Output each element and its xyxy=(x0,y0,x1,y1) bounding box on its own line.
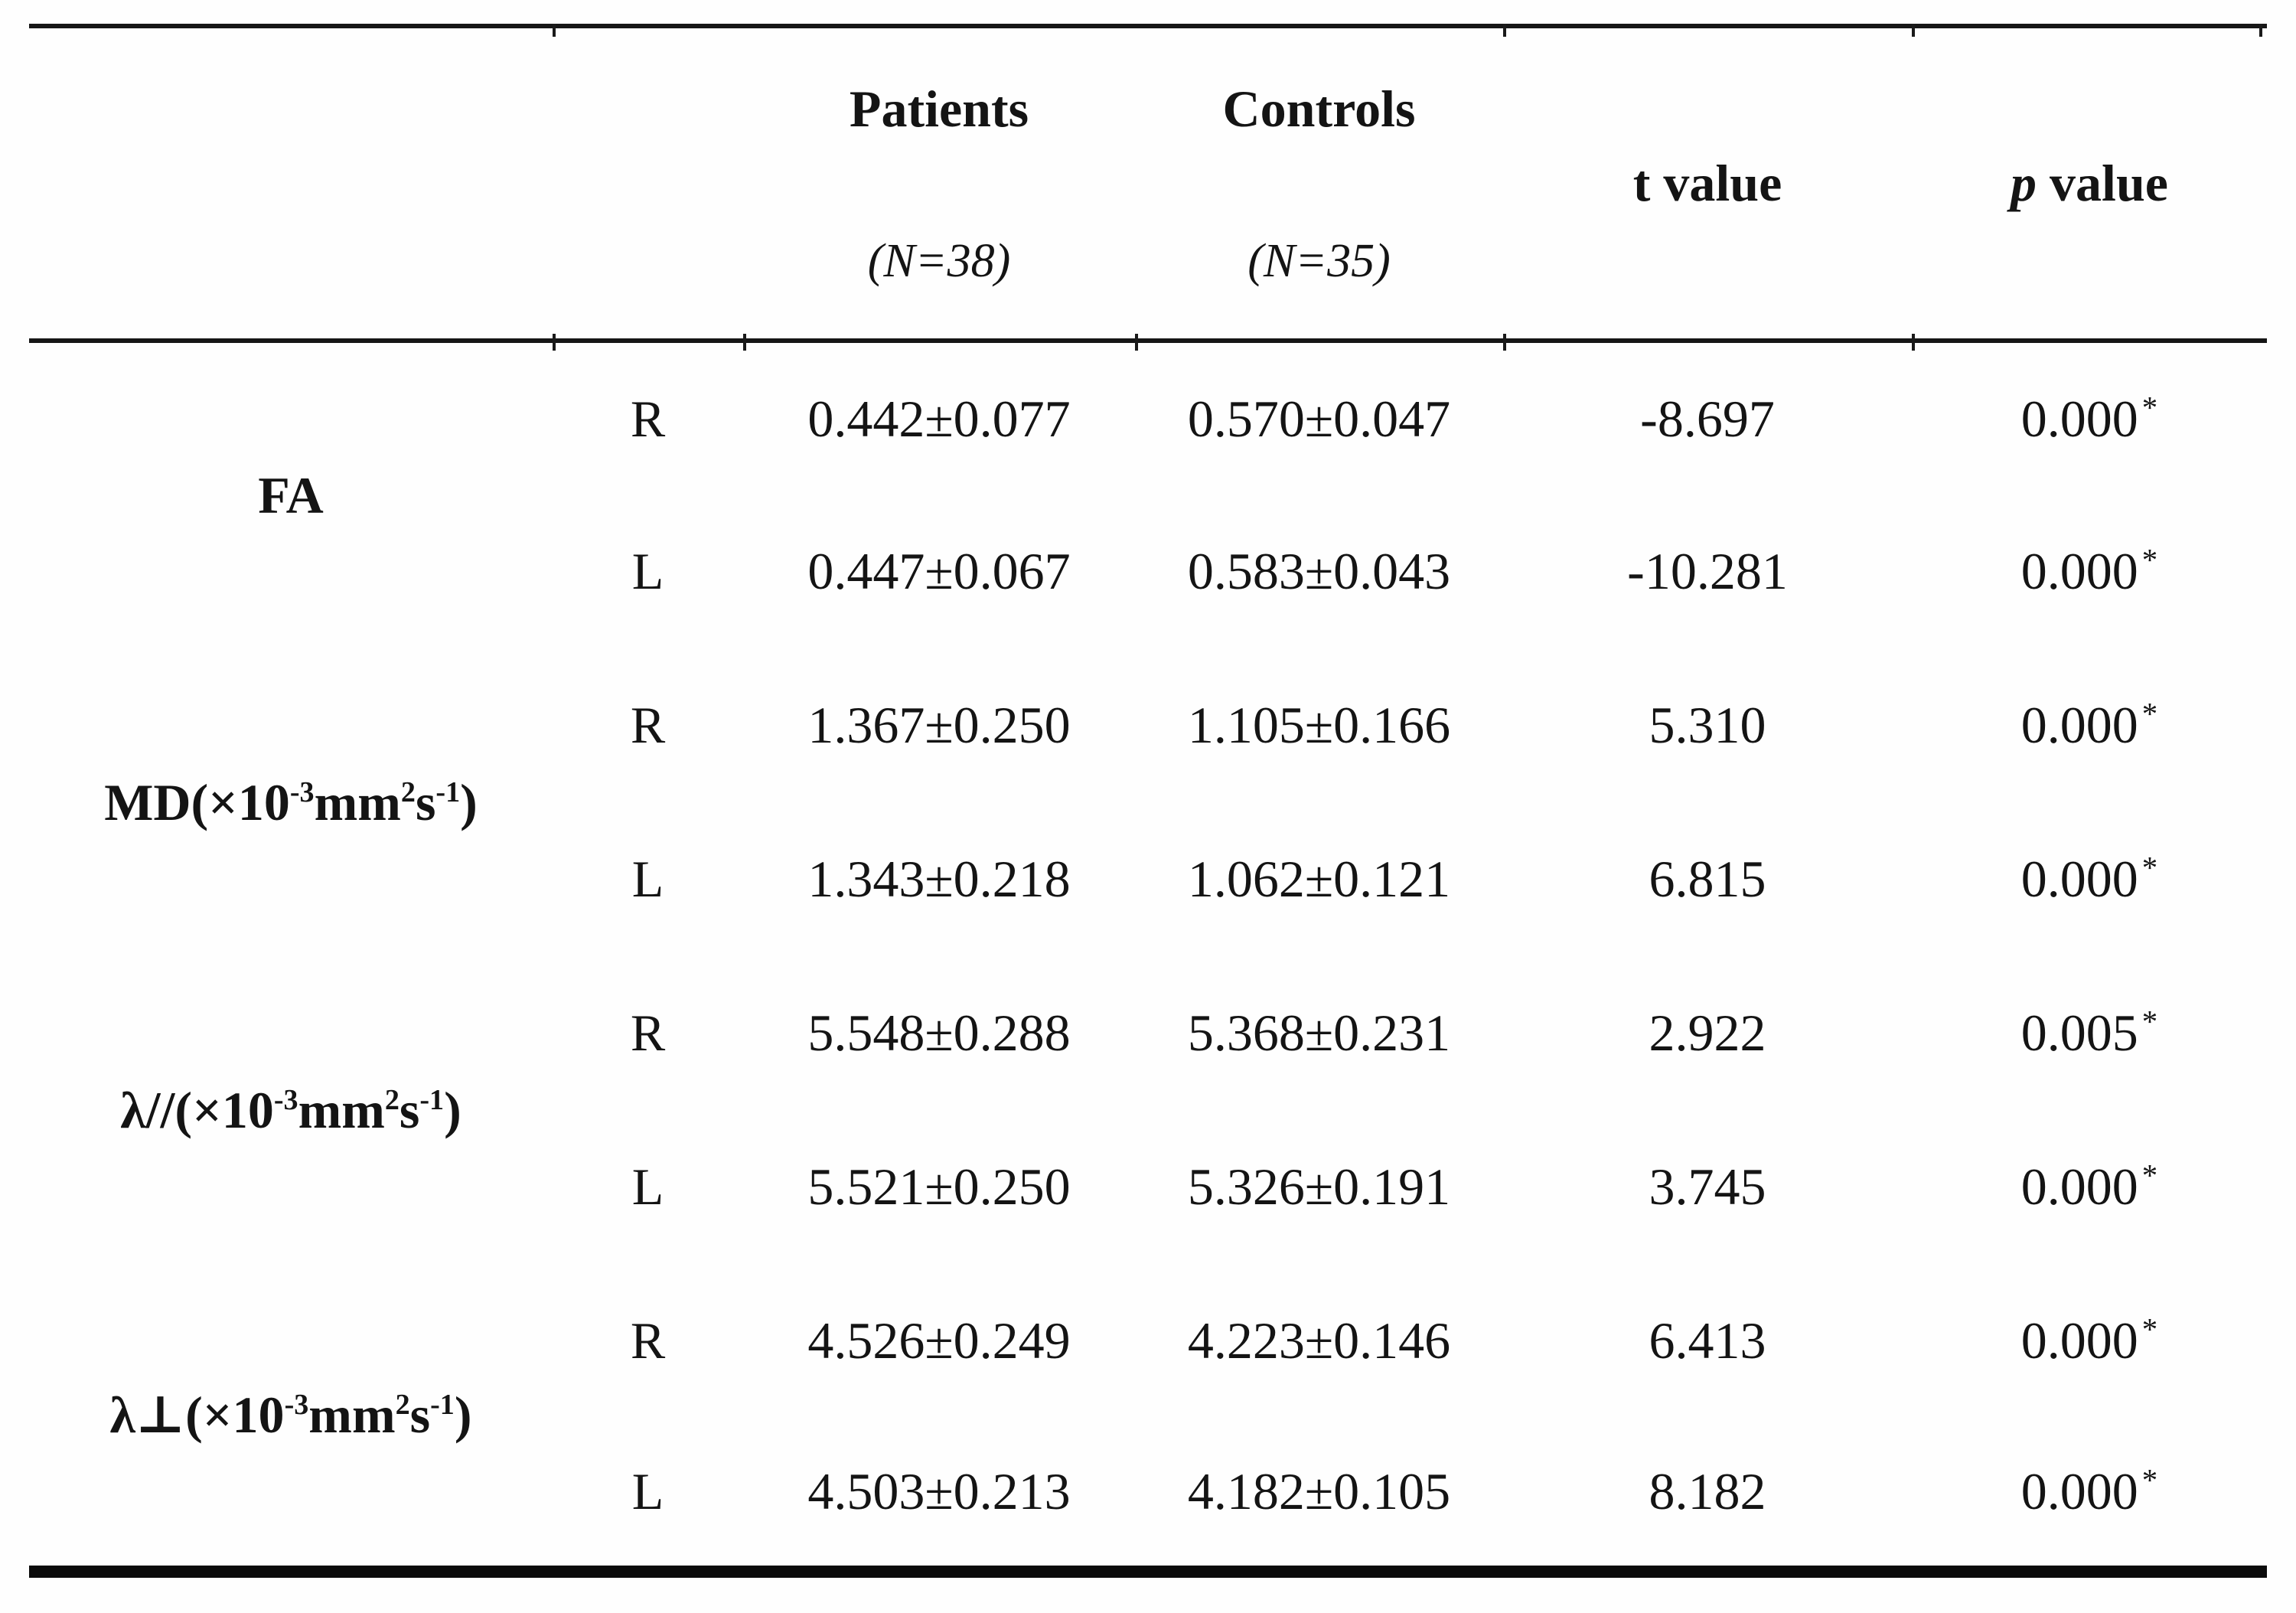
side-cell: R xyxy=(630,1311,666,1370)
p-cell: 0.000 * xyxy=(2020,1311,2158,1370)
metric-cell-md: MD(×10-3mm2s-1) xyxy=(104,772,478,831)
column-tick xyxy=(1503,334,1506,351)
significance-star: * xyxy=(2141,1463,2158,1498)
side-cell: R xyxy=(630,696,666,754)
column-tick xyxy=(553,334,556,351)
t-cell: 3.745 xyxy=(1649,1158,1766,1216)
t-cell: 6.815 xyxy=(1649,850,1766,908)
significance-star: * xyxy=(2141,697,2158,732)
table-row-fa-r: FA R 0.442±0.077 0.570±0.047 -8.697 0.00… xyxy=(29,341,2267,525)
table-header: Patients (N=38) Controls (N=35) t value … xyxy=(29,26,2267,343)
patients-title: Patients xyxy=(849,79,1029,138)
patients-cell: 0.442±0.077 xyxy=(807,389,1071,448)
header-p-value: p value xyxy=(1912,26,2267,343)
t-cell: 6.413 xyxy=(1649,1311,1766,1370)
patients-cell: 5.521±0.250 xyxy=(807,1158,1071,1216)
p-cell: 0.000 * xyxy=(2020,542,2158,600)
controls-cell: 4.182±0.105 xyxy=(1187,1462,1451,1520)
controls-cell: 4.223±0.146 xyxy=(1187,1311,1451,1370)
patients-cell: 1.343±0.218 xyxy=(807,850,1071,908)
table-row-md-l: L 1.343±0.218 1.062±0.121 6.815 0.000 * xyxy=(29,802,2267,956)
column-tick xyxy=(1503,24,1506,37)
side-cell: R xyxy=(630,1004,666,1062)
header-t-value: t value xyxy=(1503,26,1912,343)
metric-cell-lambda-parallel: λ//(×10-3mm2s-1) xyxy=(120,1080,461,1139)
patients-n: (N=38) xyxy=(867,234,1011,287)
controls-cell: 0.583±0.043 xyxy=(1187,542,1451,600)
side-cell: R xyxy=(630,389,666,448)
table-row-lambda-perp-l: L 4.503±0.213 4.182±0.105 8.182 0.000 * xyxy=(29,1418,2267,1572)
table-body: FA R 0.442±0.077 0.570±0.047 -8.697 0.00… xyxy=(29,341,2267,1572)
column-tick xyxy=(1912,334,1915,351)
p-cell: 0.000 * xyxy=(2020,389,2158,448)
side-cell: L xyxy=(631,1462,664,1520)
column-tick xyxy=(553,24,556,37)
header-metric-empty xyxy=(29,26,553,343)
controls-cell: 0.570±0.047 xyxy=(1187,389,1451,448)
patients-cell: 1.367±0.250 xyxy=(807,696,1071,754)
metric-cell-fa: FA xyxy=(258,466,324,524)
significance-star: * xyxy=(2141,1158,2158,1193)
header-row: Patients (N=38) Controls (N=35) t value … xyxy=(29,26,2267,343)
patients-cell: 0.447±0.067 xyxy=(807,542,1071,600)
column-tick xyxy=(743,334,746,351)
controls-n: (N=35) xyxy=(1247,234,1391,287)
t-cell: -8.697 xyxy=(1640,389,1775,448)
significance-star: * xyxy=(2141,390,2158,425)
controls-cell: 1.105±0.166 xyxy=(1187,696,1451,754)
t-cell: 8.182 xyxy=(1649,1462,1766,1520)
side-cell: L xyxy=(631,542,664,600)
header-controls: Controls (N=35) xyxy=(1135,26,1503,343)
controls-cell: 1.062±0.121 xyxy=(1187,850,1451,908)
header-side-empty xyxy=(553,26,743,343)
p-cell: 0.000 * xyxy=(2020,1158,2158,1216)
p-cell: 0.000 * xyxy=(2020,850,2158,908)
side-cell: L xyxy=(631,1158,664,1216)
t-cell: 5.310 xyxy=(1649,696,1766,754)
significance-star: * xyxy=(2141,1312,2158,1347)
p-cell: 0.000 * xyxy=(2020,696,2158,754)
metric-cell-lambda-perpendicular: λ⊥(×10-3mm2s-1) xyxy=(109,1386,472,1444)
column-tick xyxy=(1912,24,1915,37)
significance-star: * xyxy=(2141,1004,2158,1040)
patients-cell: 4.503±0.213 xyxy=(807,1462,1071,1520)
controls-cell: 5.368±0.231 xyxy=(1187,1004,1451,1062)
controls-title: Controls xyxy=(1222,79,1416,138)
controls-cell: 5.326±0.191 xyxy=(1187,1158,1451,1216)
significance-star: * xyxy=(2141,851,2158,886)
table-row-md-r: MD(×10-3mm2s-1) R 1.367±0.250 1.105±0.16… xyxy=(29,648,2267,831)
p-cell: 0.005 * xyxy=(2020,1004,2158,1062)
patients-cell: 5.548±0.288 xyxy=(807,1004,1071,1062)
table-row-lambda-par-l: L 5.521±0.250 5.326±0.191 3.745 0.000 * xyxy=(29,1110,2267,1264)
table-row-lambda-par-r: λ//(×10-3mm2s-1) R 5.548±0.288 5.368±0.2… xyxy=(29,956,2267,1139)
t-cell: -10.281 xyxy=(1627,542,1788,600)
p-italic-letter: p xyxy=(2011,154,2037,212)
side-cell: L xyxy=(631,850,664,908)
p-cell: 0.000 * xyxy=(2020,1462,2158,1520)
column-tick xyxy=(1135,334,1138,351)
dti-metrics-comparison-table: Patients (N=38) Controls (N=35) t value … xyxy=(29,24,2267,1578)
t-cell: 2.922 xyxy=(1649,1004,1766,1062)
table-row-fa-l: L 0.447±0.067 0.583±0.043 -10.281 0.000 * xyxy=(29,495,2267,648)
header-patients: Patients (N=38) xyxy=(743,26,1135,343)
patients-cell: 4.526±0.249 xyxy=(807,1311,1071,1370)
significance-star: * xyxy=(2141,543,2158,578)
column-tick xyxy=(2259,24,2262,37)
table-row-lambda-perp-r: λ⊥(×10-3mm2s-1) R 4.526±0.249 4.223±0.14… xyxy=(29,1264,2267,1444)
